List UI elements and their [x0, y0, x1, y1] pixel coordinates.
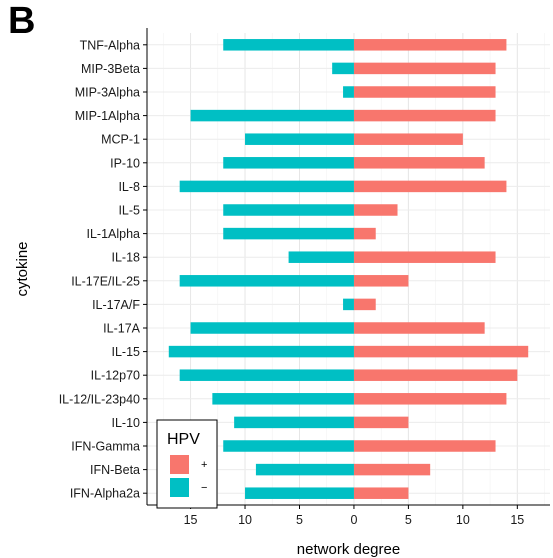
bar-hpv-positive	[353, 345, 529, 358]
bar-hpv-negative	[223, 440, 354, 452]
bar-hpv-positive	[353, 251, 496, 263]
bar-hpv-positive	[353, 204, 398, 216]
bar-hpv-negative	[212, 393, 354, 405]
bar-hpv-positive	[353, 109, 496, 122]
y-tick-label: TNF-Alpha	[80, 38, 140, 52]
y-tick-label: IL-17A/F	[92, 298, 140, 312]
y-tick-label: IL-5	[118, 204, 140, 218]
x-tick-label: 0	[350, 513, 357, 527]
bar-hpv-negative	[343, 298, 354, 311]
bar-hpv-negative	[255, 463, 354, 476]
y-tick-label: IL-18	[112, 251, 141, 265]
y-tick-label: IL-12/IL-23p40	[59, 392, 140, 406]
legend: HPV + −	[156, 419, 218, 509]
bar-hpv-negative	[223, 204, 354, 216]
y-tick-label: IL-10	[112, 416, 141, 430]
bar-hpv-negative	[179, 275, 354, 287]
bar-hpv-positive	[353, 180, 507, 193]
panel-label: B	[8, 0, 36, 42]
bar-hpv-positive	[353, 86, 496, 98]
y-tick-label: IL-17A	[103, 322, 140, 336]
y-tick-label: IL-8	[118, 180, 140, 194]
legend-label-positive: +	[201, 459, 207, 471]
bar-hpv-negative	[223, 157, 354, 169]
bar-hpv-positive	[353, 62, 496, 75]
y-tick-label: IL-15	[112, 345, 141, 359]
tick-labels: TNF-Alpha MIP-3Beta MIP-3Alpha MIP-1Alpha MC…	[59, 38, 525, 527]
bar-hpv-negative	[179, 369, 354, 381]
bar-hpv-positive	[353, 416, 409, 429]
x-tick-label: 10	[456, 513, 470, 527]
legend-key-positive	[170, 455, 189, 474]
bar-hpv-positive	[353, 133, 463, 145]
y-tick-label: MIP-1Alpha	[75, 109, 140, 123]
x-tick-label: 5	[296, 513, 303, 527]
y-tick-label: MCP-1	[101, 133, 140, 147]
bar-hpv-positive	[353, 463, 431, 476]
bar-hpv-positive	[353, 369, 518, 381]
bar-hpv-negative	[223, 227, 354, 240]
bar-hpv-negative	[223, 39, 354, 51]
y-tick-label: IL-1Alpha	[86, 227, 140, 241]
bar-hpv-positive	[353, 298, 376, 311]
y-tick-label: IFN-Beta	[90, 463, 140, 477]
x-tick-label: 15	[184, 513, 198, 527]
y-axis-title: cytokine	[14, 241, 31, 296]
legend-label-negative: −	[201, 482, 207, 494]
bar-hpv-positive	[353, 393, 507, 405]
legend-key-negative	[170, 478, 189, 497]
bar-hpv-positive	[353, 440, 496, 452]
bar-hpv-positive	[353, 322, 485, 334]
y-tick-label: IP-10	[110, 156, 140, 170]
bar-hpv-positive	[353, 227, 376, 240]
bar-hpv-negative	[168, 345, 354, 358]
bar-hpv-negative	[234, 416, 354, 429]
legend-title: HPV	[167, 431, 200, 448]
y-tick-label: MIP-3Alpha	[75, 86, 140, 100]
bars	[168, 39, 529, 499]
bar-hpv-negative	[179, 180, 354, 193]
y-tick-label: MIP-3Beta	[81, 62, 140, 76]
x-tick-label: 5	[405, 513, 412, 527]
bar-hpv-negative	[190, 109, 354, 122]
bar-hpv-positive	[353, 275, 409, 287]
y-tick-label: IFN-Gamma	[71, 440, 140, 454]
bar-hpv-negative	[245, 487, 354, 499]
bar-hpv-negative	[245, 133, 354, 145]
y-tick-label: IL-17E/IL-25	[71, 274, 140, 288]
bar-hpv-negative	[190, 322, 354, 334]
x-tick-label: 10	[238, 513, 252, 527]
bar-hpv-positive	[353, 157, 485, 169]
bar-hpv-negative	[343, 86, 354, 98]
y-tick-label: IFN-Alpha2a	[70, 487, 140, 501]
y-tick-label: IL-12p70	[91, 369, 140, 383]
bar-hpv-negative	[332, 62, 354, 75]
x-tick-label: 15	[510, 513, 524, 527]
bar-hpv-positive	[353, 487, 409, 499]
bar-hpv-positive	[353, 39, 507, 51]
x-axis-title: network degree	[297, 541, 400, 558]
bar-hpv-negative	[288, 251, 354, 263]
